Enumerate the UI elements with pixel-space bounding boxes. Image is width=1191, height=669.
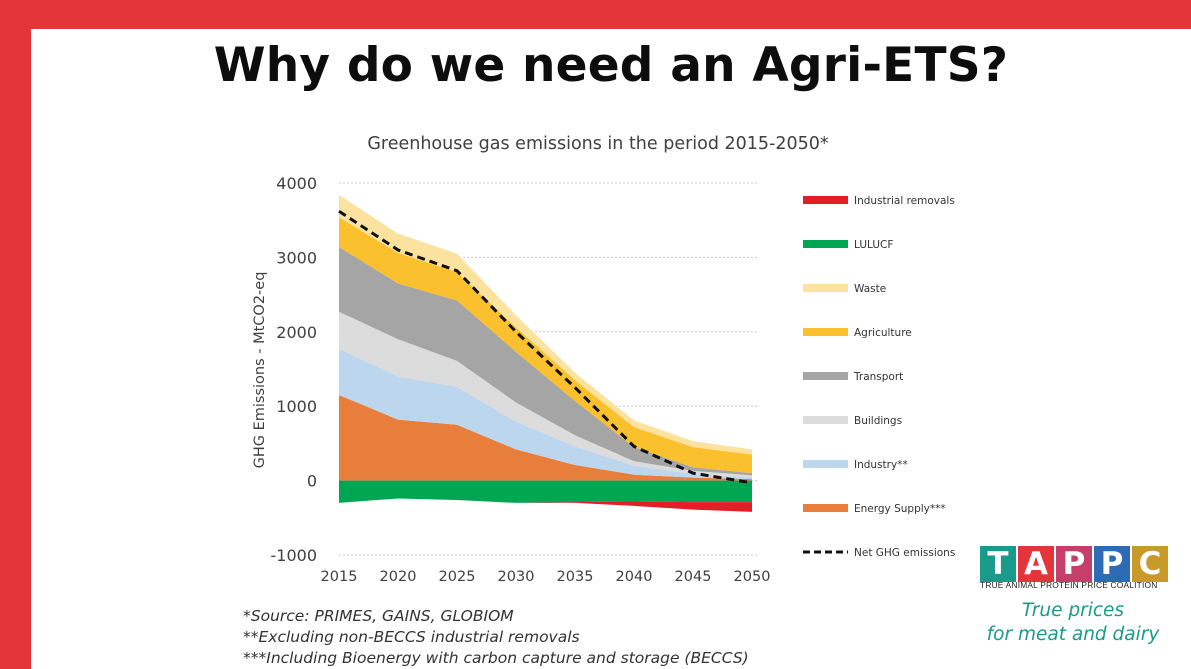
y-tick-labels: 4000 3000 2000 1000 0 -1000 bbox=[271, 174, 318, 565]
source-note-1: *Source: PRIMES, GAINS, GLOBIOM bbox=[243, 607, 514, 625]
logo-letter-a: A bbox=[1018, 546, 1054, 582]
net-line-layer bbox=[338, 210, 753, 485]
stacked-areas bbox=[339, 194, 752, 512]
x-tick-label: 2040 bbox=[616, 569, 653, 585]
source-note-2: **Excluding non-BECCS industrial removal… bbox=[243, 628, 580, 646]
area-transport bbox=[339, 246, 752, 476]
legend-swatch-lulucf bbox=[803, 240, 848, 248]
area-agriculture bbox=[339, 217, 752, 474]
legend-label-buildings: Buildings bbox=[854, 415, 902, 427]
legend-swatch-waste bbox=[803, 284, 848, 292]
logo-letter-p1: P bbox=[1056, 546, 1092, 582]
x-tick-label: 2025 bbox=[439, 569, 476, 585]
y-tick-label: -1000 bbox=[271, 546, 318, 565]
logo-letter-c: C bbox=[1132, 546, 1168, 582]
legend-label-transport: Transport bbox=[853, 371, 903, 383]
x-tick-labels: 2015 2020 2025 2030 2035 2040 2045 2050 bbox=[321, 569, 771, 585]
chart-title: Greenhouse gas emissions in the period 2… bbox=[367, 134, 829, 154]
y-tick-label: 0 bbox=[307, 472, 317, 491]
y-tick-label: 1000 bbox=[276, 397, 317, 416]
y-tick-label: 3000 bbox=[276, 248, 317, 267]
y-axis-label: GHG Emissions - MtCO2-eq bbox=[252, 272, 268, 469]
area-waste bbox=[339, 194, 752, 455]
legend-swatch-buildings bbox=[803, 416, 848, 424]
area-lulucf bbox=[339, 480, 752, 503]
logo-letter-p2: P bbox=[1094, 546, 1130, 582]
legend-label-energy-supply: Energy Supply*** bbox=[854, 503, 946, 515]
legend-swatch-agriculture bbox=[803, 328, 848, 336]
frame-left-bar bbox=[0, 0, 31, 669]
logo-subtitle: TRUE ANIMAL PROTEIN PRICE COALITION bbox=[980, 580, 1158, 590]
area-industrial-removals bbox=[339, 498, 752, 512]
legend-swatch-industry bbox=[803, 460, 848, 468]
logo-letter-t: T bbox=[980, 546, 1016, 582]
x-tick-label: 2015 bbox=[321, 569, 358, 585]
y-tick-label: 4000 bbox=[276, 174, 317, 193]
tagline-line-1: True prices bbox=[1021, 600, 1125, 621]
area-industry bbox=[339, 348, 752, 480]
legend-label-industry: Industry** bbox=[854, 459, 908, 471]
source-note-3: ***Including Bioenergy with carbon captu… bbox=[243, 649, 749, 667]
legend-label-agriculture: Agriculture bbox=[854, 327, 912, 339]
slide-title: Why do we need an Agri-ETS? bbox=[213, 38, 1009, 93]
x-tick-label: 2030 bbox=[498, 569, 535, 585]
x-tick-label: 2020 bbox=[380, 569, 417, 585]
y-tick-label: 2000 bbox=[276, 323, 317, 342]
legend-label-net-ghg-emissions: Net GHG emissions bbox=[854, 547, 955, 559]
legend-label-lulucf: LULUCF bbox=[854, 239, 893, 251]
x-tick-label: 2050 bbox=[734, 569, 771, 585]
legend-swatch-energy-supply bbox=[803, 504, 848, 512]
legend-label-waste: Waste bbox=[854, 283, 886, 295]
legend-label-industrial-removals: Industrial removals bbox=[854, 195, 955, 207]
tagline-line-2: for meat and dairy bbox=[986, 624, 1160, 645]
net-ghg-line bbox=[338, 210, 753, 485]
legend: Industrial removals LULUCF Waste Agricultur… bbox=[803, 195, 955, 559]
x-tick-label: 2035 bbox=[557, 569, 594, 585]
frame-top-bar bbox=[0, 0, 1191, 29]
x-tick-label: 2045 bbox=[675, 569, 712, 585]
legend-swatch-industrial-removals bbox=[803, 196, 848, 204]
legend-swatch-transport bbox=[803, 372, 848, 380]
area-energy-supply bbox=[339, 395, 752, 481]
